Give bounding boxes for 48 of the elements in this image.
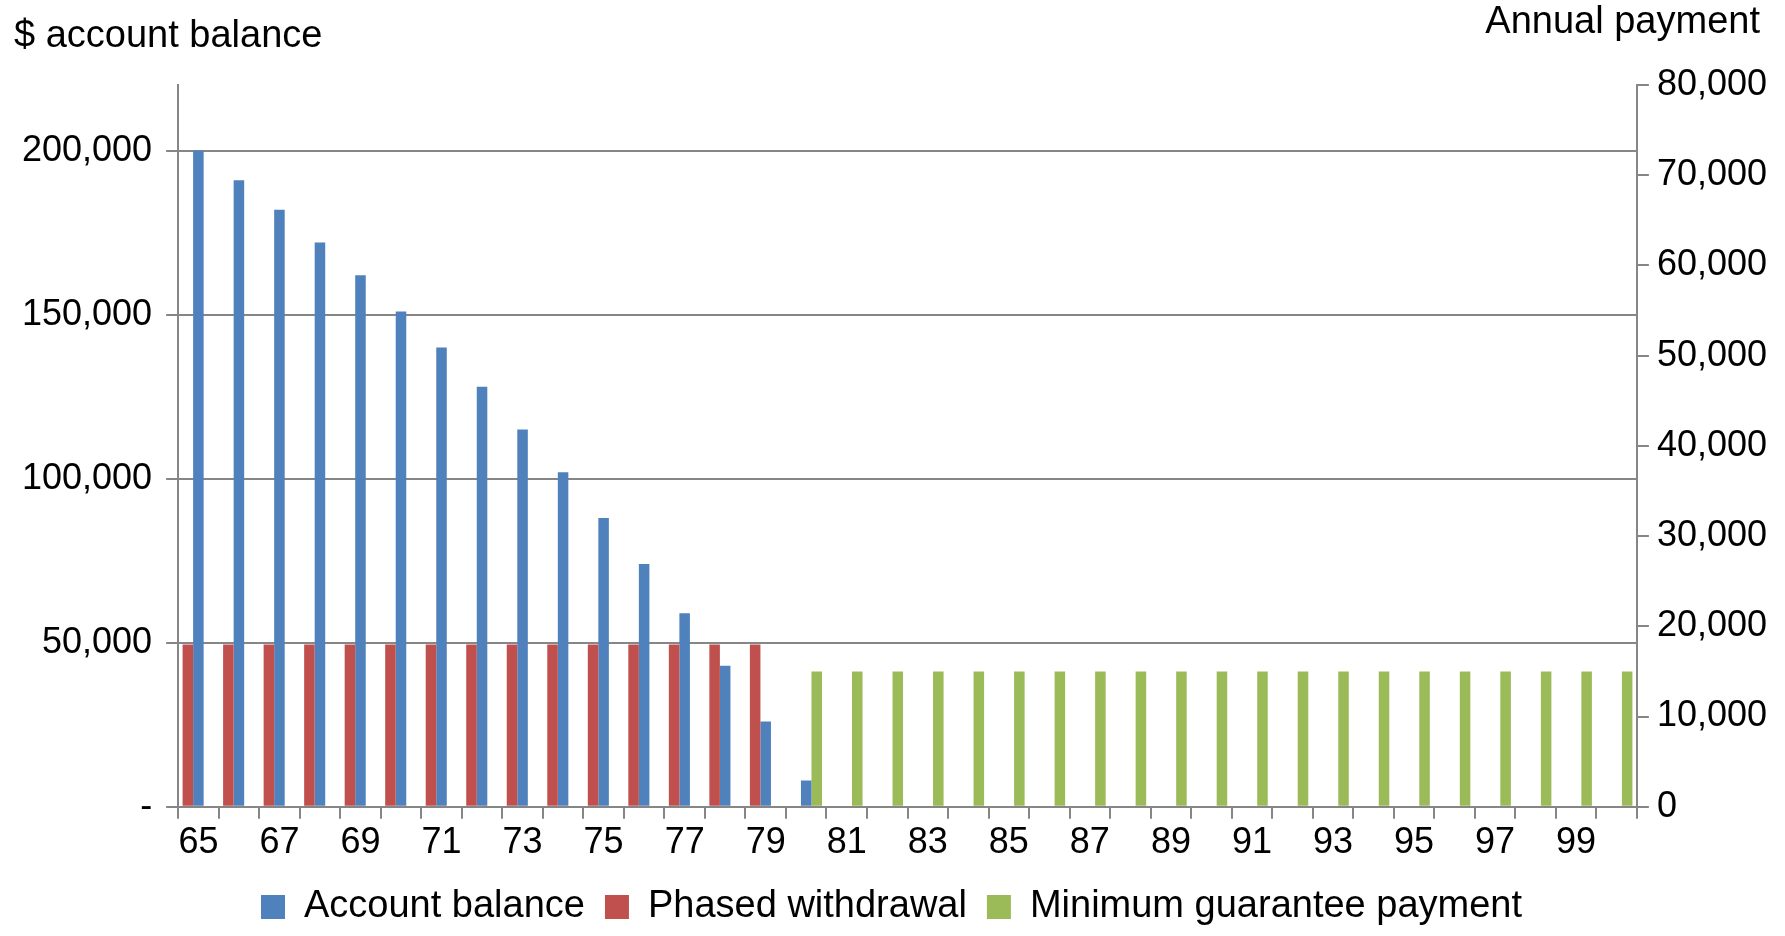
x-tick-label: 93 xyxy=(1312,820,1354,862)
y2-axis-title: Annual payment xyxy=(1485,0,1761,42)
y2-tick-label: 30,000 xyxy=(1656,513,1767,555)
x-tick-label: 99 xyxy=(1556,820,1597,862)
bar xyxy=(314,242,326,806)
x-tick-label: 65 xyxy=(178,820,219,862)
bar xyxy=(395,311,407,806)
y2-tick-label: 0 xyxy=(1656,783,1677,825)
bar xyxy=(436,347,447,806)
legend-label: Account balance xyxy=(303,883,585,926)
x-tick-label: 97 xyxy=(1475,820,1516,862)
bar xyxy=(193,150,204,806)
y-axis-title: $ account balance xyxy=(14,13,323,56)
x-tick-label: 91 xyxy=(1231,820,1272,862)
x-tick-label: 83 xyxy=(907,820,948,862)
x-tick-label: 67 xyxy=(259,820,300,862)
bar xyxy=(476,386,488,806)
legend-label: Minimum guarantee payment xyxy=(1029,883,1523,926)
x-tick-label: 95 xyxy=(1394,820,1435,862)
bar xyxy=(233,180,245,806)
x-tick-label: 71 xyxy=(421,820,462,862)
y2-tick-label: 50,000 xyxy=(1656,332,1767,374)
x-tick-label: 79 xyxy=(745,820,786,862)
bar xyxy=(800,780,812,806)
y-tick-label: 50,000 xyxy=(42,619,153,661)
x-tick-label: 85 xyxy=(988,820,1029,862)
bar xyxy=(557,472,569,806)
y2-tick-label: 40,000 xyxy=(1656,422,1767,464)
bar xyxy=(274,209,285,806)
bar xyxy=(517,429,528,806)
y2-tick-label: 70,000 xyxy=(1656,152,1767,194)
y-tick-label: - xyxy=(140,783,153,825)
y-tick-label: 200,000 xyxy=(21,127,153,169)
x-tick-label: 73 xyxy=(502,820,543,862)
x-tick-label: 87 xyxy=(1069,820,1110,862)
bar xyxy=(355,275,366,806)
x-tick-label: 81 xyxy=(826,820,867,862)
x-tick-label: 89 xyxy=(1150,820,1191,862)
x-tick-label: 69 xyxy=(340,820,381,862)
x-tick-label: 75 xyxy=(583,820,624,862)
y2-tick-label: 10,000 xyxy=(1656,693,1767,735)
legend-label: Phased withdrawal xyxy=(647,883,967,926)
y2-tick-label: 60,000 xyxy=(1656,242,1767,284)
y-tick-label: 150,000 xyxy=(21,291,153,333)
y2-tick-label: 20,000 xyxy=(1656,603,1767,645)
y2-tick-label: 80,000 xyxy=(1656,61,1767,103)
y-tick-label: 100,000 xyxy=(21,455,153,497)
x-tick-label: 77 xyxy=(664,820,705,862)
